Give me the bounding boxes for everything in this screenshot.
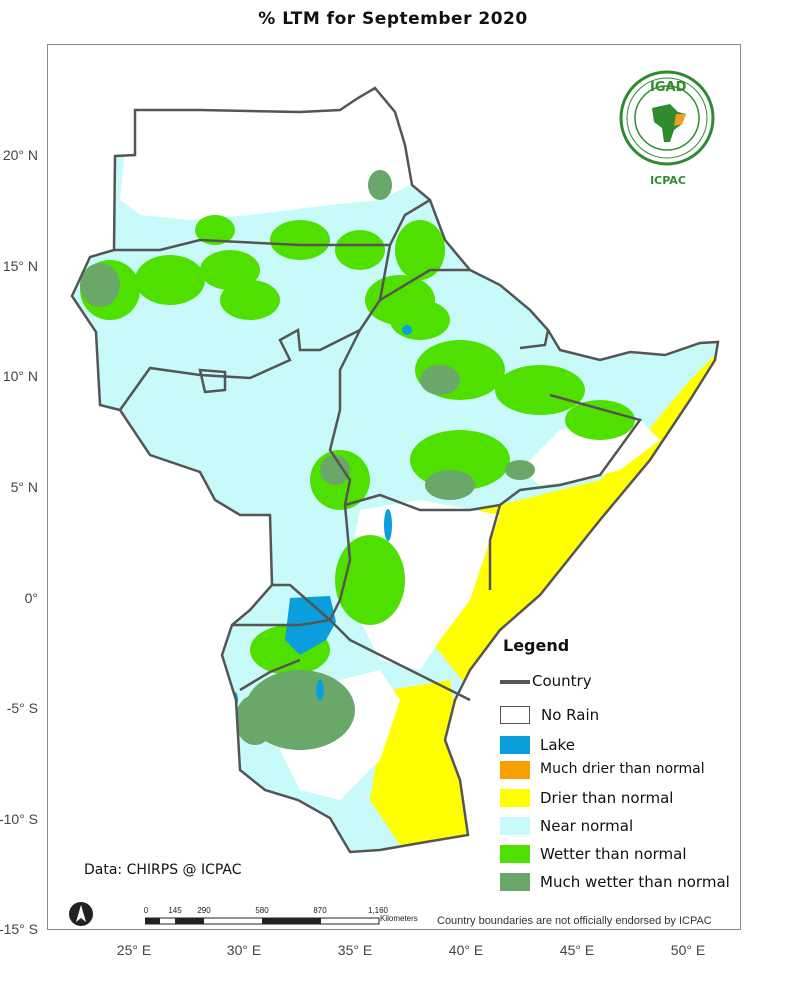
- lon-label-40e: 40° E: [448, 942, 484, 958]
- lat-label-15s: -15° S: [0, 921, 38, 937]
- legend-label-no-rain: No Rain: [541, 706, 600, 724]
- scale-units: Kilometers: [380, 914, 418, 923]
- africa-icon: [652, 104, 686, 142]
- legend-swatch-drier: [500, 789, 530, 807]
- igad-logo: [619, 70, 715, 166]
- scale-tick-0: 0: [143, 906, 149, 915]
- wetter-patches: [80, 215, 635, 675]
- scale-bar: [145, 917, 380, 925]
- legend-country-line: [500, 680, 530, 684]
- scale-tick-145: 145: [168, 906, 182, 915]
- legend-swatch-near-normal: [500, 817, 530, 835]
- lat-label-15n: 15° N: [2, 258, 38, 274]
- no-rain-somalia: [520, 420, 660, 485]
- country-borders: [70, 86, 720, 854]
- lon-label-45e: 45° E: [559, 942, 595, 958]
- lon-label-50e: 50° E: [670, 942, 706, 958]
- lakes: [232, 325, 412, 708]
- legend-label-lake: Lake: [540, 736, 575, 754]
- legend-label-drier: Drier than normal: [540, 789, 674, 807]
- much-wetter-patches: [80, 170, 535, 750]
- lat-label-10n: 10° N: [2, 368, 38, 384]
- lon-label-30e: 30° E: [226, 942, 262, 958]
- legend-country-label: Country: [532, 672, 592, 690]
- scale-tick-870: 870: [313, 906, 327, 915]
- legend-swatch-lake: [500, 736, 530, 754]
- legend-label-much-drier: Much drier than normal: [540, 761, 705, 777]
- legend-label-much-wetter: Much wetter than normal: [540, 873, 730, 891]
- no-rain-north: [120, 90, 420, 220]
- icpac-logo-text: ICPAC: [650, 174, 686, 187]
- legend-swatch-much-wetter: [500, 873, 530, 891]
- lat-label-0: 0°: [24, 590, 38, 606]
- legend-label-wetter: Wetter than normal: [540, 845, 687, 863]
- north-arrow-icon: [69, 902, 93, 926]
- lon-label-25e: 25° E: [116, 942, 152, 958]
- scale-tick-290: 290: [197, 906, 211, 915]
- scale-tick-580: 580: [255, 906, 269, 915]
- lat-label-10s: -10° S: [0, 811, 38, 827]
- drier-south: [370, 680, 470, 845]
- lat-label-5s: -5° S: [6, 700, 38, 716]
- legend-swatch-wetter: [500, 845, 530, 863]
- map-title: % LTM for September 2020: [258, 9, 528, 29]
- legend-swatch-no-rain: [500, 706, 530, 724]
- legend-label-near-normal: Near normal: [540, 817, 634, 835]
- legend-title: Legend: [503, 636, 570, 655]
- lat-label-20n: 20° N: [2, 147, 38, 163]
- legend-swatch-much-drier: [500, 761, 530, 779]
- igad-logo-acronym: IGAD: [650, 80, 687, 95]
- lon-label-35e: 35° E: [337, 942, 373, 958]
- country-outline: [70, 86, 720, 854]
- boundary-disclaimer: Country boundaries are not officially en…: [437, 915, 712, 927]
- scale-tick-1160: 1,160: [367, 906, 389, 915]
- data-credit: Data: CHIRPS @ ICPAC: [84, 862, 242, 878]
- lat-label-5n: 5° N: [10, 479, 38, 495]
